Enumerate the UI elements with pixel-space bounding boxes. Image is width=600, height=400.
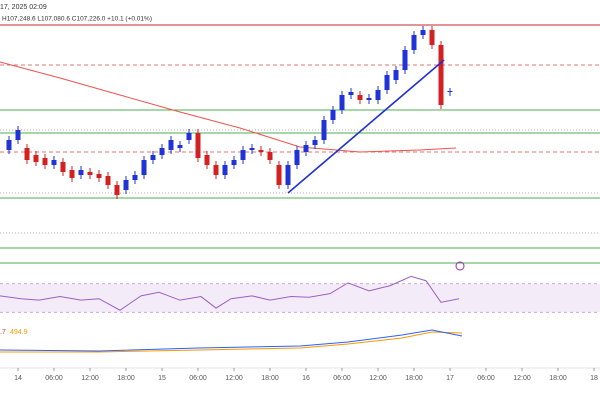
- candle-body: [339, 95, 345, 110]
- candle-body: [69, 170, 75, 178]
- add-icon[interactable]: [455, 261, 465, 271]
- rsi-band: [0, 283, 600, 313]
- x-tick-label: 12:00: [513, 375, 531, 382]
- candle-body: [195, 133, 201, 158]
- x-tick-label: 15: [158, 375, 166, 382]
- candle-body: [96, 174, 102, 178]
- x-tick-label: 16: [302, 375, 310, 382]
- candle-body: [258, 150, 264, 152]
- candle-body: [177, 145, 183, 148]
- candle-body: [87, 172, 93, 175]
- candle-body: [132, 175, 138, 180]
- x-tick-label: 14: [14, 375, 22, 382]
- candle-body: [420, 30, 426, 35]
- candle-body: [240, 150, 246, 160]
- time-axis: 14 06:00 12:00 18:00 15 06:00 12:00 18:00 16 06:0…: [14, 368, 598, 382]
- candle-body: [393, 70, 399, 80]
- candle-body: [15, 130, 21, 140]
- candle-body: [312, 140, 318, 145]
- x-tick-label: 18:00: [549, 375, 567, 382]
- candle-body: [42, 158, 48, 165]
- candle-body: [78, 170, 84, 175]
- candle-body: [366, 98, 372, 100]
- signal-value: 494.9: [10, 329, 28, 336]
- candle-body: [186, 133, 192, 140]
- candle-body: [303, 145, 309, 152]
- x-tick-label: 18:00: [117, 375, 135, 382]
- trendline: [287, 59, 445, 194]
- x-tick-label: 06:00: [477, 375, 495, 382]
- candle-body: [141, 160, 147, 175]
- macd-pane: [0, 329, 463, 353]
- candle-body: [411, 35, 417, 50]
- candle-body: [168, 140, 174, 150]
- x-tick-label: 06:00: [189, 375, 207, 382]
- candle-body: [114, 185, 120, 195]
- candle-body: [348, 92, 354, 95]
- candle-body: [60, 162, 66, 172]
- candle-body: [294, 150, 300, 165]
- price-pane: [0, 26, 457, 199]
- candle-body: [213, 165, 219, 175]
- candle-body: [231, 160, 237, 165]
- moving-average: [0, 61, 457, 153]
- candle-body: [249, 148, 255, 150]
- candle-body: [438, 45, 444, 105]
- candle-body: [123, 180, 129, 190]
- candle-body: [447, 91, 453, 92]
- candle-body: [429, 30, 435, 45]
- candle-body: [375, 90, 381, 100]
- candle-body: [357, 95, 363, 100]
- x-tick-label: 12:00: [225, 375, 243, 382]
- x-tick-label: 18:00: [261, 375, 279, 382]
- candle-body: [222, 165, 228, 175]
- x-tick-label: 17: [446, 375, 454, 382]
- candle-body: [204, 155, 210, 165]
- candle-body: [33, 155, 39, 162]
- ohlc-legend: H107,248.6 L107,080.6 C107,226.0 +10.1 (…: [2, 16, 152, 23]
- candle-body: [267, 152, 273, 160]
- candle-body: [276, 165, 282, 185]
- candle-body: [24, 148, 30, 160]
- rsi-line: [0, 275, 460, 311]
- candle-body: [6, 140, 12, 150]
- levels: [0, 24, 600, 264]
- candle-body: [150, 155, 156, 160]
- header-date: 17, 2025 02:09: [0, 4, 47, 11]
- macd-line: [0, 329, 463, 352]
- macd-value: .7: [0, 329, 6, 336]
- candle-body: [105, 176, 111, 185]
- candle-body: [384, 75, 390, 90]
- candle-body: [321, 120, 327, 140]
- candle-body: [285, 165, 291, 185]
- candle-body: [330, 110, 336, 120]
- x-tick-label: 18: [590, 375, 598, 382]
- candle-body: [402, 50, 408, 70]
- rsi-pane: [0, 275, 600, 313]
- x-tick-label: 18:00: [405, 375, 423, 382]
- candle-body: [159, 148, 165, 155]
- candle-body: [51, 160, 57, 165]
- x-tick-label: 12:00: [81, 375, 99, 382]
- x-tick-label: 06:00: [333, 375, 351, 382]
- signal-line: [0, 331, 463, 353]
- x-tick-label: 06:00: [45, 375, 63, 382]
- x-tick-label: 12:00: [369, 375, 387, 382]
